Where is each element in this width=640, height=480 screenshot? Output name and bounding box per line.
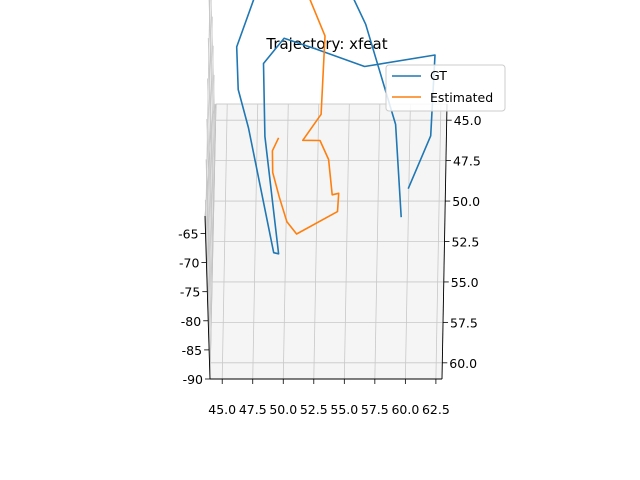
y-tick-label-3: 52.5	[452, 235, 480, 250]
z-tick-label-3: -80	[181, 314, 201, 329]
grid-lines	[204, 0, 447, 380]
x-tick-label-0: 45.0	[208, 402, 236, 417]
grid-line-z-0	[205, 0, 211, 234]
grid-line-z-2	[206, 16, 213, 292]
x-tick-label-7: 62.5	[422, 402, 450, 417]
grid-line-z-3	[207, 45, 214, 321]
series-line-gt	[235, 0, 436, 255]
z-tick-labels: -65 -70 -75 -80 -85 -90	[178, 226, 210, 387]
y-tick-label-1: 47.5	[453, 154, 481, 169]
y-tick-labels: 45.0 47.5 50.0 52.5 55.0 57.5 60.0	[442, 113, 482, 371]
grid-line-z-4	[208, 74, 215, 350]
y-tick-label-2: 50.0	[452, 194, 480, 209]
y-tick-label-5: 57.5	[450, 315, 478, 330]
z-tick-label-0: -65	[178, 226, 198, 241]
x-tick-label-3: 52.5	[300, 402, 328, 417]
x-tick-label-2: 50.0	[269, 402, 297, 417]
z-tick-label-4: -85	[182, 343, 202, 358]
grid-line-z-5	[209, 103, 216, 380]
x-tick-label-4: 55.0	[330, 402, 358, 417]
legend-label-gt: GT	[430, 68, 447, 83]
chart-title: Trajectory: xfeat	[265, 35, 387, 53]
z-axis-line	[204, 215, 211, 380]
legend: GT Estimated	[385, 64, 506, 112]
x-tick-label-1: 47.5	[239, 402, 267, 417]
y-tick-label-6: 60.0	[449, 356, 477, 371]
z-tick-label-1: -70	[179, 256, 199, 271]
series-line-estimated	[271, 0, 340, 235]
z-tick-label-5: -90	[183, 372, 203, 387]
y-tick-label-4: 55.0	[451, 275, 479, 290]
x-tick-label-5: 57.5	[361, 402, 389, 417]
z-tick-label-2: -75	[180, 285, 200, 300]
grid-line-z-1	[206, 0, 212, 263]
series-layer	[235, 0, 436, 255]
x-tick-labels: 45.0 47.5 50.0 52.5 55.0 57.5 60.0 62.5	[208, 379, 450, 417]
y-tick-label-0: 45.0	[454, 113, 482, 128]
legend-label-estimated: Estimated	[430, 90, 493, 105]
x-tick-label-6: 60.0	[391, 402, 419, 417]
